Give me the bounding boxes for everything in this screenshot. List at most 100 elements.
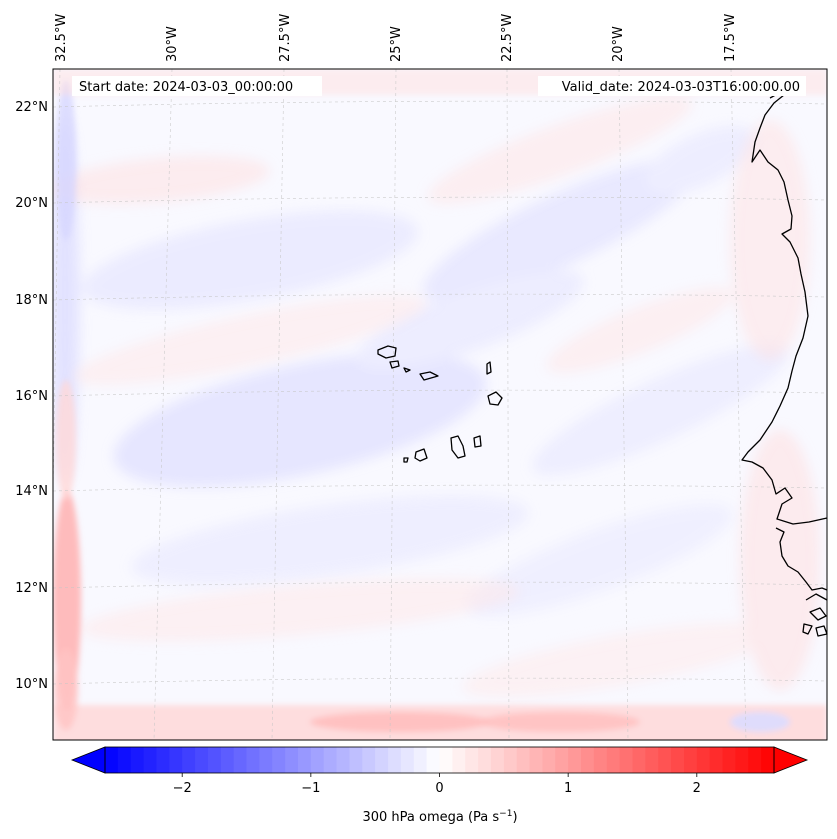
island-boa-vista (487, 391, 503, 406)
map-gridlines (53, 69, 827, 740)
colorbar-cell (465, 747, 479, 773)
colorbar-cell (400, 747, 415, 773)
colorbar-tick-label: 2 (693, 781, 701, 796)
colorbar-extension-low (70, 746, 106, 774)
island-santo-antao (377, 345, 397, 359)
longitude-labels: 32.5°W 30°W 27.5°W 25°W 22.5°W 20°W 17.5… (54, 14, 738, 62)
latitude-labels: 22°N 20°N 18°N 16°N 14°N 12°N 10°N (15, 100, 48, 692)
colorbar-ticks: −2 −1 0 1 2 (173, 773, 701, 796)
lon-label-17-5w: 17.5°W (723, 14, 738, 62)
colorbar-cell (413, 747, 428, 773)
colorbar-cell (285, 747, 299, 773)
colorbar-cell (503, 747, 518, 773)
colorbar-cell (259, 747, 273, 773)
colorbar-label-main: 300 hPa omega (Pa s (362, 810, 499, 825)
colorbar-cell (439, 747, 453, 773)
coastline (377, 85, 828, 637)
colorbar-cell (619, 747, 634, 773)
lon-label-25w: 25°W (389, 26, 404, 62)
colorbar-cell (362, 747, 376, 773)
island-sao-vicente (389, 360, 400, 369)
colorbar-cell (156, 747, 170, 773)
colorbar-cell (143, 747, 158, 773)
colorbar-cell (593, 747, 608, 773)
lon-label-30w: 30°W (165, 26, 180, 62)
colorbar-cell (696, 747, 711, 773)
lat-label-16n: 16°N (15, 389, 48, 404)
colorbar-cell (426, 747, 441, 773)
valid-date-label: Valid_date: 2024-03-03T16:00:00.00 (562, 80, 800, 95)
lat-label-10n: 10°N (15, 677, 48, 692)
start-date-box (72, 76, 322, 96)
lat-label-18n: 18°N (15, 293, 48, 308)
colorbar-cell (658, 747, 672, 773)
colorbar-cell (272, 747, 286, 773)
lat-label-14n: 14°N (15, 484, 48, 499)
island-brava (403, 457, 409, 463)
colorbar-cell (542, 747, 556, 773)
map-frame (52, 68, 828, 741)
colorbar-cell (169, 747, 183, 773)
colorbar-cell (220, 747, 235, 773)
lat-label-20n: 20°N (15, 196, 48, 211)
colorbar-cell (581, 747, 595, 773)
colorbar-tick-label: −2 (173, 781, 192, 796)
colorbar-extension-high (773, 746, 809, 774)
island-fogo (414, 448, 428, 462)
colorbar-cell (529, 747, 544, 773)
colorbar-label: 300 hPa omega (Pa s−1) (362, 809, 517, 825)
colorbar-cell (671, 747, 685, 773)
colorbar-label-close: ) (512, 810, 517, 825)
colorbar-cell (246, 747, 260, 773)
lon-label-22-5w: 22.5°W (500, 14, 515, 62)
lon-label-32-5w: 32.5°W (54, 14, 69, 62)
colorbar-cell (105, 747, 119, 773)
colorbar-tick-label: 1 (564, 781, 572, 796)
colorbar-cell (555, 747, 569, 773)
colorbar-cell (478, 747, 492, 773)
colorbar-cell (182, 747, 196, 773)
guinea-bissau-coast (802, 593, 828, 637)
colorbar-cell (388, 747, 402, 773)
island-sao-nicolau (419, 371, 439, 381)
island-sal (486, 361, 492, 375)
colorbar-cell (233, 747, 248, 773)
colorbar-tick-label: 0 (435, 781, 443, 796)
colorbar-cell (748, 747, 762, 773)
colorbar-cell (297, 747, 312, 773)
colorbar-tick-label: −1 (301, 781, 320, 796)
colorbar-cell (516, 747, 531, 773)
colorbar-cell (130, 747, 145, 773)
west-africa-coastline (741, 85, 828, 525)
colorbar-label-exponent: −1 (499, 809, 512, 819)
island-santiago (450, 435, 466, 459)
colorbar-cell (683, 747, 698, 773)
gambia-river-coast (775, 527, 828, 591)
omega-map-panel: Start date: 2024-03-03_00:00:00 Valid_da… (52, 68, 828, 741)
lon-label-27-5w: 27.5°W (278, 14, 293, 62)
colorbar-cell (645, 747, 659, 773)
colorbar-cell (722, 747, 737, 773)
island-santa-luzia (403, 367, 411, 373)
colorbar-cells (105, 747, 775, 773)
colorbar-cell (323, 747, 338, 773)
lon-label-20w: 20°W (611, 26, 626, 62)
colorbar-cell (195, 747, 209, 773)
colorbar-cell (349, 747, 363, 773)
colorbar-cell (207, 747, 222, 773)
lat-label-12n: 12°N (15, 581, 48, 596)
colorbar-cell (336, 747, 351, 773)
colorbar-cell (490, 747, 505, 773)
colorbar-cell (761, 747, 775, 773)
colorbar-cell (735, 747, 749, 773)
lat-label-22n: 22°N (15, 100, 48, 115)
colorbar-cell (709, 747, 724, 773)
colorbar-cell (606, 747, 621, 773)
colorbar-cell (117, 747, 132, 773)
colorbar-cell (568, 747, 582, 773)
colorbar: −2 −1 0 1 2 300 hPa omega (Pa s−1) (70, 746, 809, 825)
island-maio (473, 435, 482, 448)
colorbar-cell (452, 747, 466, 773)
start-date-label: Start date: 2024-03-03_00:00:00 (79, 80, 293, 95)
